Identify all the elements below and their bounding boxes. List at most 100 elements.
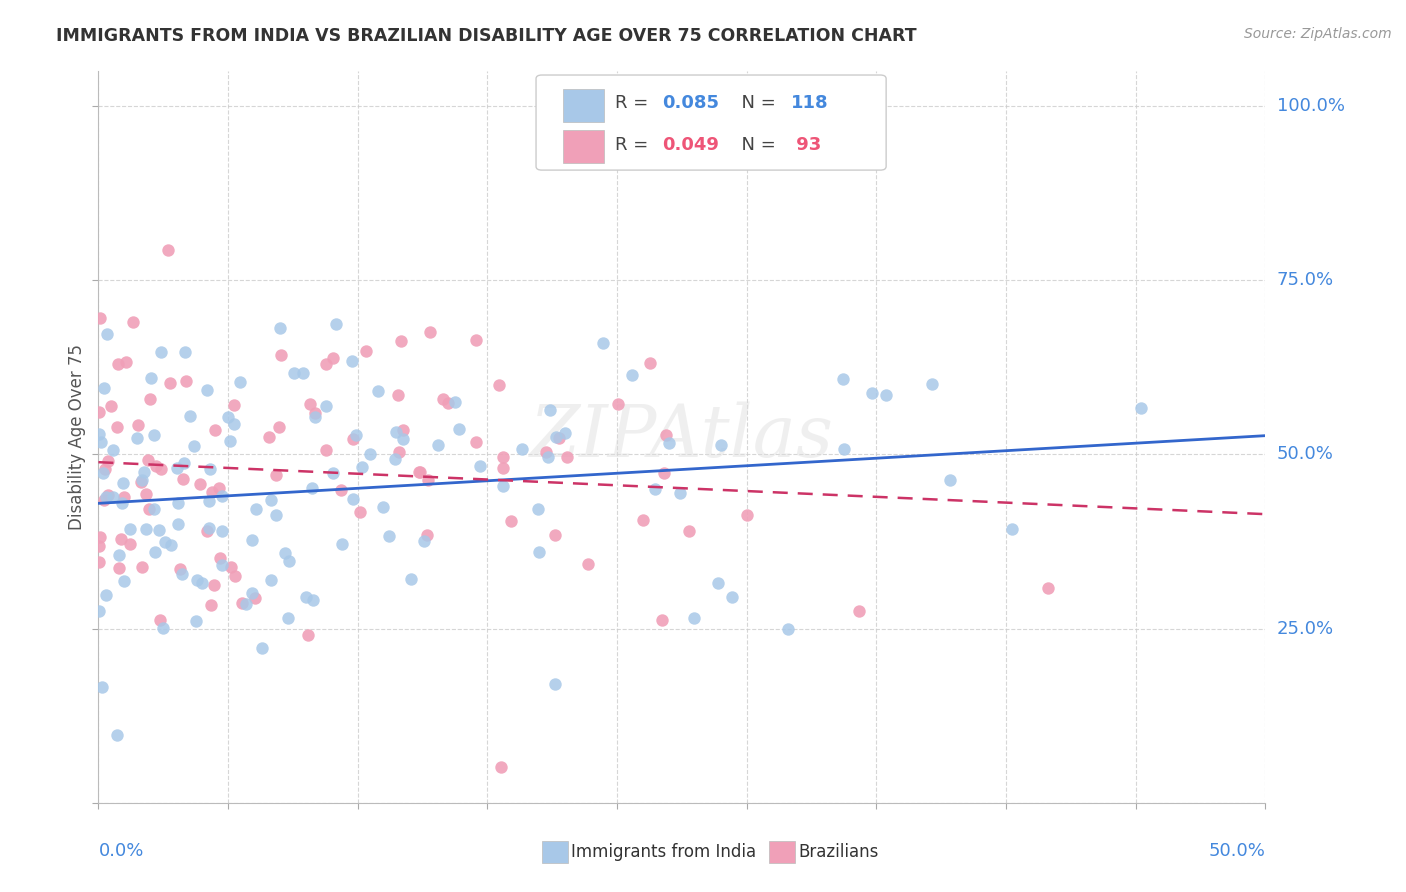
Point: [1129, 401, 1152, 416]
Point: [131, 560, 153, 574]
Point: [710, 438, 733, 452]
Text: R =: R =: [616, 95, 654, 112]
Point: [529, 545, 551, 559]
Point: [96, 589, 118, 603]
Point: [105, 420, 128, 434]
Point: [638, 356, 661, 370]
Point: [118, 537, 141, 551]
Point: [150, 345, 173, 359]
Point: [97, 454, 120, 468]
Text: 0.0%: 0.0%: [98, 842, 143, 860]
Point: [492, 461, 515, 475]
Point: [198, 521, 221, 535]
Text: 118: 118: [790, 95, 828, 112]
Point: [315, 442, 337, 457]
Text: 93: 93: [790, 136, 821, 153]
Point: [315, 357, 337, 371]
Point: [340, 353, 363, 368]
Point: [173, 457, 195, 471]
Point: [389, 334, 412, 348]
Point: [492, 450, 515, 465]
Point: [160, 538, 183, 552]
Point: [432, 392, 454, 407]
Point: [371, 500, 394, 515]
Point: [87, 539, 110, 553]
Point: [488, 377, 510, 392]
Point: [87, 427, 110, 442]
Point: [538, 403, 561, 417]
Point: [274, 546, 297, 560]
Point: [295, 591, 318, 605]
Point: [527, 502, 550, 516]
Text: R =: R =: [616, 136, 654, 153]
Point: [172, 472, 194, 486]
Point: [125, 432, 148, 446]
Point: [678, 524, 700, 538]
Point: [219, 559, 242, 574]
Point: [96, 326, 118, 341]
Point: [159, 376, 181, 391]
Point: [167, 516, 190, 531]
Point: [304, 406, 326, 420]
Point: [183, 439, 205, 453]
FancyBboxPatch shape: [562, 130, 603, 163]
Point: [131, 475, 153, 489]
Point: [166, 460, 188, 475]
Point: [444, 395, 467, 409]
Point: [94, 462, 117, 476]
Point: [359, 447, 381, 461]
Point: [921, 377, 943, 392]
Point: [437, 396, 460, 410]
Point: [93, 493, 115, 508]
Point: [250, 641, 273, 656]
Point: [112, 476, 135, 491]
Text: ZIPAtlas: ZIPAtlas: [530, 401, 834, 473]
Point: [427, 438, 450, 452]
Text: 100.0%: 100.0%: [1277, 97, 1344, 115]
Point: [90, 435, 112, 450]
Point: [115, 355, 138, 369]
Point: [202, 578, 225, 592]
Point: [658, 435, 681, 450]
Point: [554, 425, 576, 440]
Point: [544, 528, 567, 542]
Point: [283, 366, 305, 380]
Point: [198, 494, 221, 508]
Point: [939, 473, 962, 487]
FancyBboxPatch shape: [562, 88, 603, 121]
Point: [107, 357, 129, 371]
Point: [138, 501, 160, 516]
Point: [342, 492, 364, 507]
Point: [492, 479, 515, 493]
Point: [231, 596, 253, 610]
Point: [264, 508, 287, 522]
Point: [197, 524, 219, 538]
Point: [169, 561, 191, 575]
Point: [350, 460, 373, 475]
Point: [211, 558, 233, 573]
Point: [501, 514, 523, 528]
Point: [200, 599, 222, 613]
Point: [204, 423, 226, 437]
Point: [149, 613, 172, 627]
Point: [201, 485, 224, 500]
Point: [93, 381, 115, 395]
Point: [464, 334, 486, 348]
Point: [330, 537, 353, 551]
Point: [388, 445, 411, 459]
Point: [222, 417, 245, 432]
Point: [211, 489, 233, 503]
Point: [179, 409, 201, 423]
Point: [367, 384, 389, 398]
Text: N =: N =: [730, 95, 782, 112]
Text: N =: N =: [730, 136, 782, 153]
Point: [97, 488, 120, 502]
Point: [447, 422, 470, 436]
Point: [127, 418, 149, 433]
Point: [832, 372, 855, 386]
Point: [89, 604, 111, 618]
Point: [510, 442, 533, 457]
Point: [195, 383, 218, 397]
Point: [683, 611, 706, 625]
Text: 50.0%: 50.0%: [1277, 445, 1333, 464]
